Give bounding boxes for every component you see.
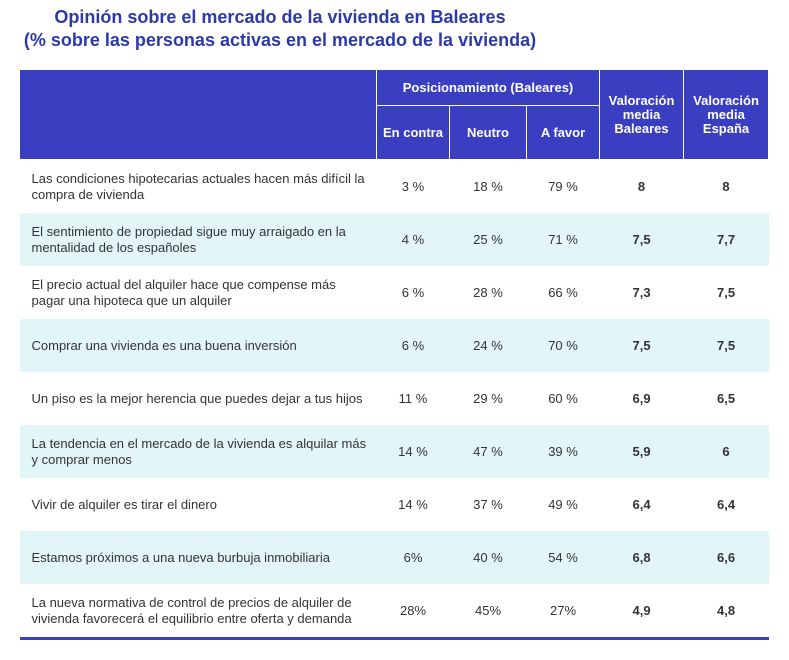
- a-favor-cell: 79 %: [526, 159, 600, 213]
- header-val-baleares-l2: media: [622, 106, 661, 122]
- table-row: El precio actual del alquiler hace que c…: [19, 266, 769, 319]
- a-favor-cell: 39 %: [526, 425, 600, 478]
- neutro-cell: 37 %: [449, 478, 527, 531]
- chart-subtitle: (% sobre las personas activas en el merc…: [23, 30, 537, 50]
- valoracion-espana-cell: 6,6: [683, 531, 769, 584]
- en-contra-cell: 3 %: [376, 159, 450, 213]
- valoracion-baleares-cell: 6,9: [599, 372, 684, 425]
- valoracion-espana-cell: 7,7: [683, 213, 769, 266]
- a-favor-cell: 54 %: [526, 531, 600, 584]
- valoracion-espana-cell: 6,4: [683, 478, 769, 531]
- header-en-contra: En contra: [376, 105, 450, 160]
- a-favor-cell: 60 %: [526, 372, 600, 425]
- statement-cell: El precio actual del alquiler hace que c…: [19, 266, 377, 319]
- chart-title: Opinión sobre el mercado de la vivienda …: [54, 7, 506, 27]
- en-contra-cell: 6 %: [376, 319, 450, 372]
- valoracion-espana-cell: 4,8: [683, 584, 769, 640]
- valoracion-espana-cell: 6,5: [683, 372, 769, 425]
- a-favor-cell: 27%: [526, 584, 600, 640]
- header-val-baleares-l1: Valoración: [608, 92, 675, 108]
- header-neutro: Neutro: [449, 105, 527, 160]
- neutro-cell: 47 %: [449, 425, 527, 478]
- statement-cell: Estamos próximos a una nueva burbuja inm…: [19, 531, 377, 584]
- en-contra-cell: 14 %: [376, 478, 450, 531]
- en-contra-cell: 28%: [376, 584, 450, 640]
- table-row: Vivir de alquiler es tirar el dinero 14 …: [19, 478, 769, 531]
- valoracion-espana-cell: 6: [683, 425, 769, 478]
- header-valoracion-baleares: Valoración media Baleares: [599, 69, 685, 160]
- statement-cell: Comprar una vivienda es una buena invers…: [19, 319, 377, 372]
- en-contra-cell: 11 %: [376, 372, 450, 425]
- en-contra-cell: 4 %: [376, 213, 450, 266]
- neutro-cell: 25 %: [449, 213, 527, 266]
- statement-cell: La tendencia en el mercado de la viviend…: [19, 425, 377, 478]
- header-val-espana-l1: Valoración: [693, 92, 759, 108]
- a-favor-cell: 49 %: [526, 478, 600, 531]
- header-val-espana-l3: España: [702, 120, 750, 136]
- statement-cell: Las condiciones hipotecarias actuales ha…: [19, 159, 377, 213]
- neutro-cell: 29 %: [449, 372, 527, 425]
- statement-cell: El sentimiento de propiedad sigue muy ar…: [19, 213, 377, 266]
- valoracion-baleares-cell: 7,5: [599, 213, 684, 266]
- header-group-posicionamiento: Posicionamiento (Baleares): [375, 69, 601, 106]
- chart-title-block: Opinión sobre el mercado de la vivienda …: [0, 6, 560, 52]
- en-contra-cell: 6%: [376, 531, 450, 584]
- neutro-cell: 40 %: [449, 531, 527, 584]
- header-val-baleares-l3: Baleares: [614, 120, 669, 136]
- neutro-cell: 24 %: [449, 319, 527, 372]
- neutro-cell: 45%: [449, 584, 527, 640]
- header-valoracion-espana: Valoración media España: [683, 69, 770, 160]
- valoracion-baleares-cell: 8: [599, 159, 684, 213]
- table-row: Un piso es la mejor herencia que puedes …: [19, 372, 769, 425]
- en-contra-cell: 14 %: [376, 425, 450, 478]
- statement-cell: La nueva normativa de control de precios…: [19, 584, 377, 640]
- en-contra-cell: 6 %: [376, 266, 450, 319]
- a-favor-cell: 66 %: [526, 266, 600, 319]
- table-row: La tendencia en el mercado de la viviend…: [19, 425, 769, 478]
- valoracion-baleares-cell: 4,9: [599, 584, 684, 640]
- table-row: El sentimiento de propiedad sigue muy ar…: [19, 213, 769, 266]
- valoracion-espana-cell: 7,5: [683, 319, 769, 372]
- valoracion-baleares-cell: 6,8: [599, 531, 684, 584]
- valoracion-espana-cell: 8: [683, 159, 769, 213]
- valoracion-baleares-cell: 5,9: [599, 425, 684, 478]
- header-statement-blank: [19, 69, 377, 160]
- a-favor-cell: 70 %: [526, 319, 600, 372]
- a-favor-cell: 71 %: [526, 213, 600, 266]
- opinion-table: Posicionamiento (Baleares) Valoración me…: [19, 69, 770, 640]
- neutro-cell: 18 %: [449, 159, 527, 213]
- table-row: Las condiciones hipotecarias actuales ha…: [19, 159, 769, 213]
- statement-cell: Un piso es la mejor herencia que puedes …: [19, 372, 377, 425]
- valoracion-baleares-cell: 6,4: [599, 478, 684, 531]
- valoracion-baleares-cell: 7,3: [599, 266, 684, 319]
- table-row: Comprar una vivienda es una buena invers…: [19, 319, 769, 372]
- valoracion-espana-cell: 7,5: [683, 266, 769, 319]
- table-row: Estamos próximos a una nueva burbuja inm…: [19, 531, 769, 584]
- statement-cell: Vivir de alquiler es tirar el dinero: [19, 478, 377, 531]
- valoracion-baleares-cell: 7,5: [599, 319, 684, 372]
- header-val-espana-l2: media: [707, 106, 745, 122]
- neutro-cell: 28 %: [449, 266, 527, 319]
- table-row: La nueva normativa de control de precios…: [19, 584, 769, 640]
- header-a-favor: A favor: [525, 105, 601, 160]
